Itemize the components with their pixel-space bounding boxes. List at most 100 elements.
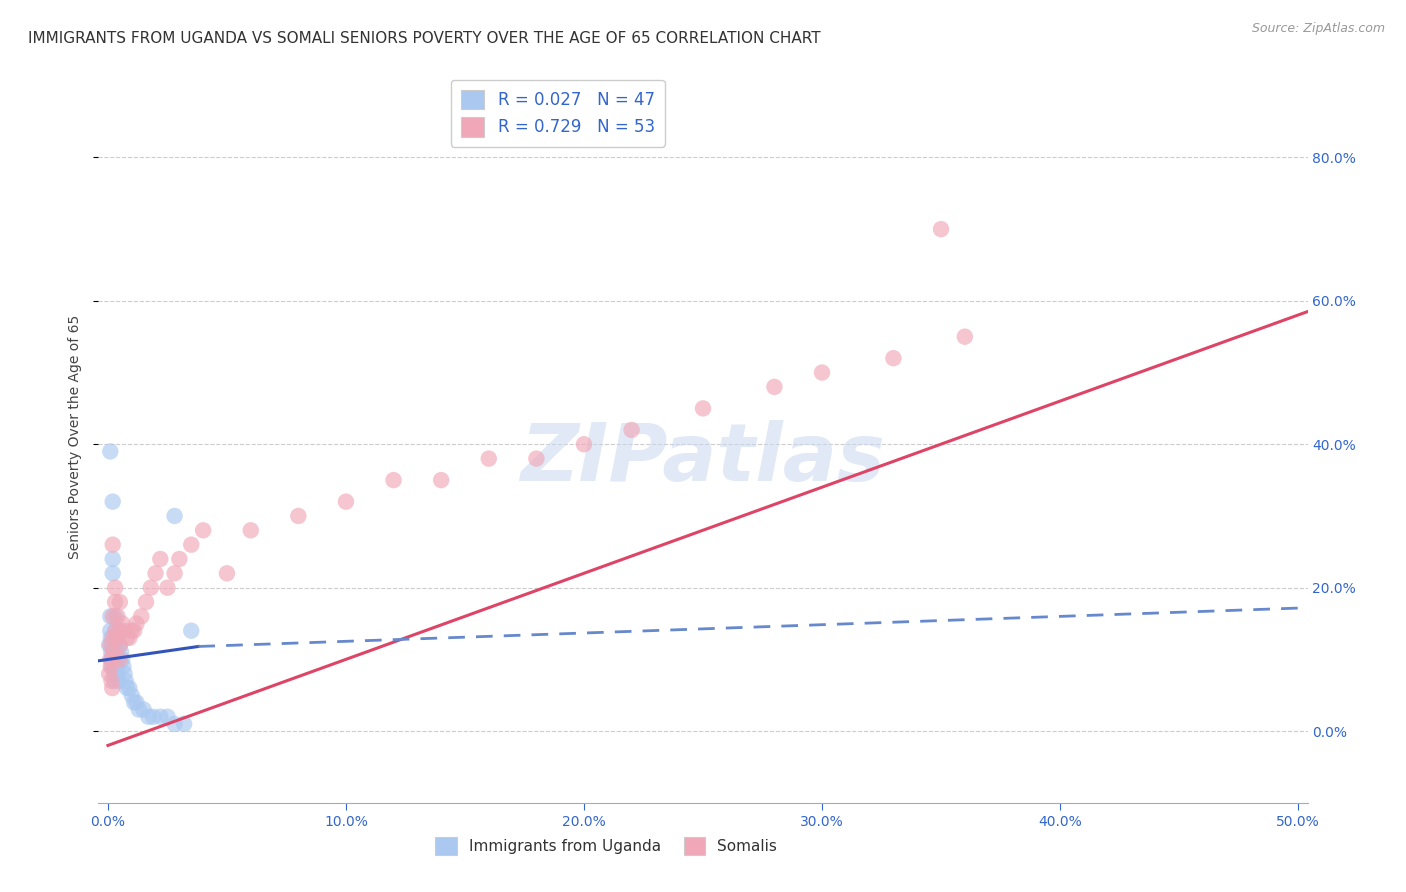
Point <box>104 624 127 638</box>
Point <box>620 423 643 437</box>
Point <box>105 645 128 659</box>
Point <box>101 538 124 552</box>
Point <box>191 524 214 538</box>
Point <box>478 451 501 466</box>
Point <box>98 624 121 638</box>
Y-axis label: Seniors Poverty Over the Age of 65: Seniors Poverty Over the Age of 65 <box>69 315 83 559</box>
Point <box>132 702 155 716</box>
Point <box>103 652 125 666</box>
Point <box>382 473 405 487</box>
Point <box>125 616 148 631</box>
Point <box>103 652 125 666</box>
Point <box>104 609 127 624</box>
Point <box>287 508 309 523</box>
Point <box>107 673 129 688</box>
Point <box>129 609 152 624</box>
Point <box>692 401 714 416</box>
Point <box>100 659 122 673</box>
Point <box>763 380 786 394</box>
Point <box>169 552 191 566</box>
Point <box>572 437 595 451</box>
Point <box>882 351 904 366</box>
Point <box>114 666 136 681</box>
Point <box>122 695 145 709</box>
Point <box>180 538 202 552</box>
Point <box>98 638 121 652</box>
Point <box>104 581 127 595</box>
Text: IMMIGRANTS FROM UGANDA VS SOMALI SENIORS POVERTY OVER THE AGE OF 65 CORRELATION : IMMIGRANTS FROM UGANDA VS SOMALI SENIORS… <box>28 31 821 46</box>
Point <box>215 566 238 581</box>
Point <box>121 688 143 702</box>
Point <box>115 681 138 695</box>
Point <box>135 595 157 609</box>
Point <box>100 659 122 673</box>
Point <box>121 624 143 638</box>
Point <box>163 717 186 731</box>
Point <box>100 673 122 688</box>
Point <box>105 631 128 645</box>
Point <box>101 552 124 566</box>
Point <box>128 702 150 716</box>
Point <box>107 666 129 681</box>
Point <box>953 329 976 343</box>
Point <box>111 652 134 666</box>
Point <box>430 473 453 487</box>
Point <box>163 508 186 523</box>
Point <box>104 673 127 688</box>
Point <box>118 631 141 645</box>
Point <box>115 631 138 645</box>
Legend: Immigrants from Uganda, Somalis: Immigrants from Uganda, Somalis <box>429 831 783 861</box>
Point <box>104 638 127 652</box>
Point <box>112 659 135 673</box>
Point <box>103 659 125 673</box>
Point <box>108 638 131 652</box>
Point <box>149 552 172 566</box>
Point <box>145 566 167 581</box>
Point <box>138 710 160 724</box>
Point <box>239 524 262 538</box>
Point <box>98 652 121 666</box>
Point <box>139 581 162 595</box>
Point <box>101 609 124 624</box>
Point <box>101 638 124 652</box>
Point <box>101 566 124 581</box>
Point <box>114 624 136 638</box>
Point <box>100 652 122 666</box>
Point <box>108 595 131 609</box>
Point <box>101 494 124 508</box>
Point <box>108 638 131 652</box>
Point <box>108 652 131 666</box>
Point <box>110 645 132 659</box>
Point <box>107 609 129 624</box>
Point <box>98 444 121 458</box>
Point <box>98 638 121 652</box>
Point <box>107 659 129 673</box>
Point <box>103 666 125 681</box>
Point <box>98 609 121 624</box>
Point <box>104 595 127 609</box>
Point <box>173 717 195 731</box>
Point <box>107 624 129 638</box>
Point <box>114 673 136 688</box>
Point <box>335 494 357 508</box>
Text: ZIPatlas: ZIPatlas <box>520 420 886 498</box>
Point <box>156 710 179 724</box>
Point <box>111 616 134 631</box>
Point <box>101 645 124 659</box>
Point <box>142 710 165 724</box>
Point <box>163 566 186 581</box>
Text: Source: ZipAtlas.com: Source: ZipAtlas.com <box>1251 22 1385 36</box>
Point <box>929 222 952 236</box>
Point <box>156 581 179 595</box>
Point <box>100 645 122 659</box>
Point <box>101 681 124 695</box>
Point <box>101 631 124 645</box>
Point <box>811 366 834 380</box>
Point <box>149 710 172 724</box>
Point <box>180 624 202 638</box>
Point <box>98 666 121 681</box>
Point <box>104 624 127 638</box>
Point <box>125 695 148 709</box>
Point <box>524 451 547 466</box>
Point <box>108 624 131 638</box>
